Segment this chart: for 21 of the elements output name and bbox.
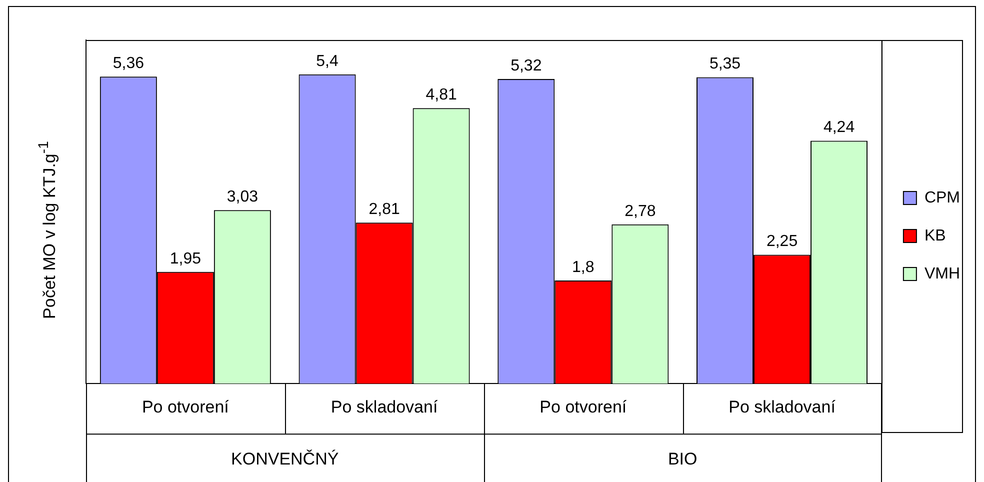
data-label: 2,78	[624, 202, 656, 220]
data-label: 4,81	[426, 86, 457, 104]
x-tick-label: Po otvorení	[540, 397, 627, 416]
data-label: 3,03	[226, 188, 258, 206]
data-label: 4,24	[823, 119, 855, 136]
x-tick-label: Po skladovaní	[728, 397, 836, 416]
x-tick-label: Po skladovaní	[330, 397, 438, 416]
text: KONVENČNÝ	[231, 449, 339, 468]
legend-label: VMH	[924, 265, 960, 282]
data-label: 5,35	[709, 56, 741, 73]
data-label: 1,95	[170, 250, 202, 268]
x-tick-label: Po otvorení	[142, 397, 230, 416]
data-label: 2,81	[368, 201, 400, 218]
legend-label: CPM	[924, 189, 960, 206]
data-label: 5,4	[316, 52, 339, 70]
data-label: 5,36	[112, 55, 144, 72]
data-label: 2,25	[766, 233, 798, 250]
data-label: 1,8	[572, 258, 594, 276]
data-label: 5,32	[510, 57, 542, 74]
text: BIO	[668, 449, 698, 468]
legend-label: KB	[924, 227, 946, 244]
